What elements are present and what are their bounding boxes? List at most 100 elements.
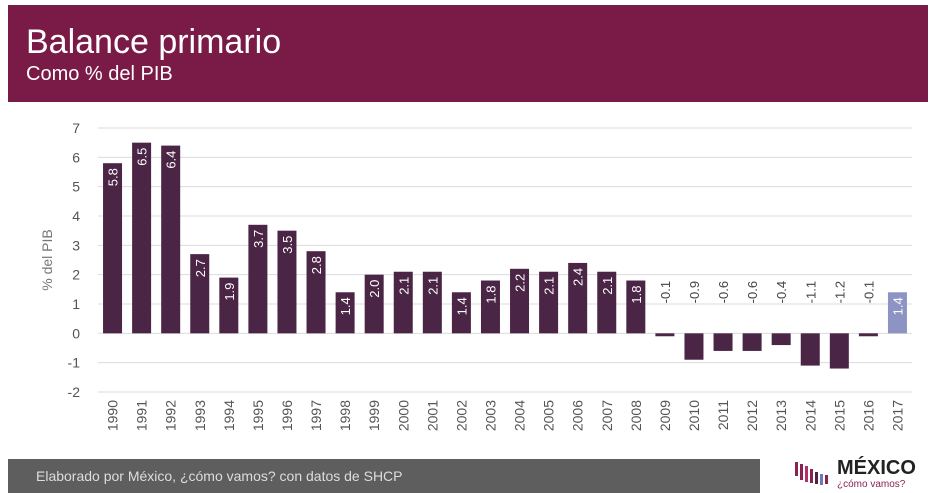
data-label: 2.1	[542, 277, 557, 295]
x-tick-label: 2014	[802, 400, 818, 431]
source-note: Elaborado por México, ¿cómo vamos? con d…	[36, 468, 403, 484]
data-label: 1.8	[629, 286, 644, 304]
bar	[248, 224, 268, 334]
data-label: -0.4	[774, 281, 789, 303]
x-tick-label: 2013	[773, 400, 789, 431]
logo-tagline: ¿cómo vamos?	[837, 479, 906, 490]
bar	[510, 268, 530, 334]
x-tick-label: 2012	[744, 400, 760, 431]
bar	[190, 254, 210, 334]
x-tick-label: 2008	[628, 400, 644, 431]
bar	[742, 333, 762, 351]
bar	[684, 333, 704, 360]
y-tick-label: -2	[68, 384, 81, 400]
data-label: -0.9	[687, 281, 702, 303]
x-tick-label: 2017	[889, 400, 905, 431]
bar	[597, 271, 617, 334]
data-label: 1.8	[483, 286, 498, 304]
bar	[655, 333, 675, 337]
x-tick-label: 2009	[657, 400, 673, 431]
bar	[539, 271, 559, 334]
logo-bars-icon	[795, 462, 828, 485]
bar	[887, 292, 907, 334]
y-tick-label: -1	[68, 355, 81, 371]
bar	[771, 333, 791, 346]
bar	[335, 292, 355, 334]
y-axis-label: % del PIB	[39, 229, 55, 290]
x-tick-label: 2011	[715, 400, 731, 430]
data-label: 2.1	[396, 277, 411, 295]
x-tick-label: 1997	[308, 400, 324, 431]
data-label: 2.7	[193, 259, 208, 277]
bar	[219, 277, 239, 334]
data-label: 2.1	[425, 277, 440, 295]
bar	[364, 274, 384, 334]
data-label: 3.5	[280, 236, 295, 254]
bar	[161, 145, 181, 334]
x-tick-label: 1993	[192, 400, 208, 431]
y-tick-label: 2	[72, 267, 80, 283]
data-label: 2.2	[513, 274, 528, 292]
data-label: 1.4	[890, 297, 905, 315]
y-tick-label: 1	[72, 296, 80, 312]
data-label: 2.8	[309, 256, 324, 274]
bar	[132, 142, 152, 334]
bar	[568, 262, 588, 334]
logo-name: MÉXICO	[837, 457, 916, 479]
bar	[306, 251, 326, 334]
x-tick-label: 1992	[163, 400, 179, 431]
x-tick-label: 2002	[453, 400, 469, 431]
chart-subtitle: Como % del PIB	[26, 63, 173, 85]
data-label: -0.1	[658, 281, 673, 303]
x-tick-label: 2015	[831, 400, 847, 431]
bar	[103, 163, 123, 334]
bar	[858, 333, 878, 337]
mexico-como-vamos-logo: MÉXICO ¿cómo vamos?	[790, 456, 925, 492]
bar	[713, 333, 733, 351]
x-tick-label: 2005	[541, 400, 557, 431]
x-tick-label: 1995	[250, 400, 266, 431]
x-tick-label: 1996	[279, 400, 295, 431]
x-tick-label: 1990	[105, 400, 121, 431]
data-label: 1.4	[338, 297, 353, 315]
data-label: 1.9	[222, 283, 237, 301]
x-tick-label: 2010	[686, 400, 702, 431]
data-label: -0.6	[716, 281, 731, 303]
x-tick-label: 2006	[570, 400, 586, 431]
bar	[422, 271, 442, 334]
data-label: 6.4	[164, 151, 179, 169]
y-tick-label: 6	[72, 149, 80, 165]
bar	[626, 280, 646, 334]
x-tick-label: 2000	[395, 400, 411, 431]
data-label: -0.6	[745, 281, 760, 303]
data-label: 3.7	[251, 230, 266, 248]
x-tick-label: 2003	[482, 400, 498, 431]
x-tick-label: 2001	[424, 400, 440, 431]
bar	[277, 230, 297, 334]
data-label: 2.4	[571, 268, 586, 286]
x-tick-label: 2007	[599, 400, 615, 431]
bar	[829, 333, 849, 369]
bar	[451, 292, 471, 334]
x-tick-label: 1994	[221, 400, 237, 431]
x-tick-label: 1999	[366, 400, 382, 431]
y-tick-label: 5	[72, 179, 80, 195]
bar	[393, 271, 413, 334]
data-label: 2.1	[600, 277, 615, 295]
data-label: 5.8	[106, 168, 121, 186]
x-tick-label: 1991	[134, 400, 150, 431]
data-label: 2.0	[367, 280, 382, 298]
bar	[480, 280, 500, 334]
y-tick-label: 3	[72, 237, 80, 253]
data-label: -1.2	[832, 281, 847, 303]
x-tick-label: 1998	[337, 400, 353, 431]
bar	[800, 333, 820, 366]
chart-title: Balance primario	[26, 23, 282, 61]
x-tick-label: 2004	[512, 400, 528, 431]
y-tick-label: 4	[72, 208, 80, 224]
data-label: 6.5	[135, 148, 150, 166]
y-tick-label: 7	[72, 120, 80, 136]
data-label: 1.4	[454, 297, 469, 315]
data-label: -0.1	[861, 281, 876, 303]
